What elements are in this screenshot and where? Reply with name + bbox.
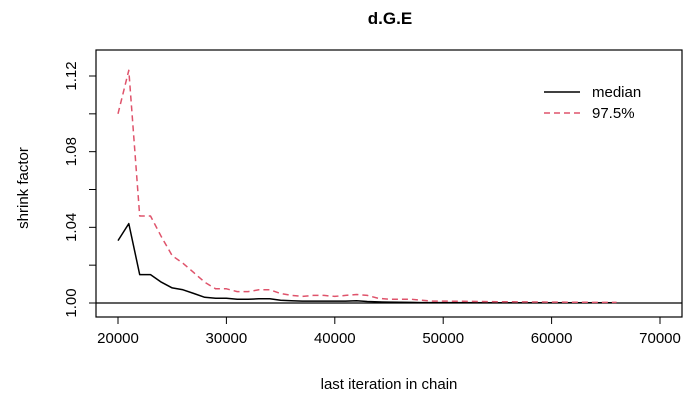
y-axis-label: shrink factor [15, 147, 32, 229]
x-tick-label: 20000 [97, 330, 139, 347]
plot-frame [95, 49, 683, 318]
legend-median-label: median [592, 84, 641, 101]
y-tick-label: 1.04 [63, 213, 80, 242]
x-tick-label: 60000 [531, 330, 573, 347]
legend: median 97.5% [544, 84, 641, 122]
x-tick-label: 40000 [314, 330, 356, 347]
series-line-median [117, 222, 617, 304]
y-tick-label: 1.12 [63, 61, 80, 90]
x-tick-label: 70000 [639, 330, 681, 347]
chart-title: d.G.E [368, 9, 412, 28]
y-tick-label: 1.08 [63, 137, 80, 166]
x-tick-label: 50000 [422, 330, 464, 347]
x-axis-label: last iteration in chain [321, 376, 458, 393]
legend-975-label: 97.5% [592, 105, 635, 122]
x-tick-label: 30000 [206, 330, 248, 347]
axis-layer: 20000 30000 40000 50000 60000 70000 1.00 1.04 1.… [63, 61, 681, 347]
series-layer [117, 69, 617, 304]
y-tick-label: 1.00 [63, 288, 80, 317]
series-line-97-5 [117, 69, 617, 304]
